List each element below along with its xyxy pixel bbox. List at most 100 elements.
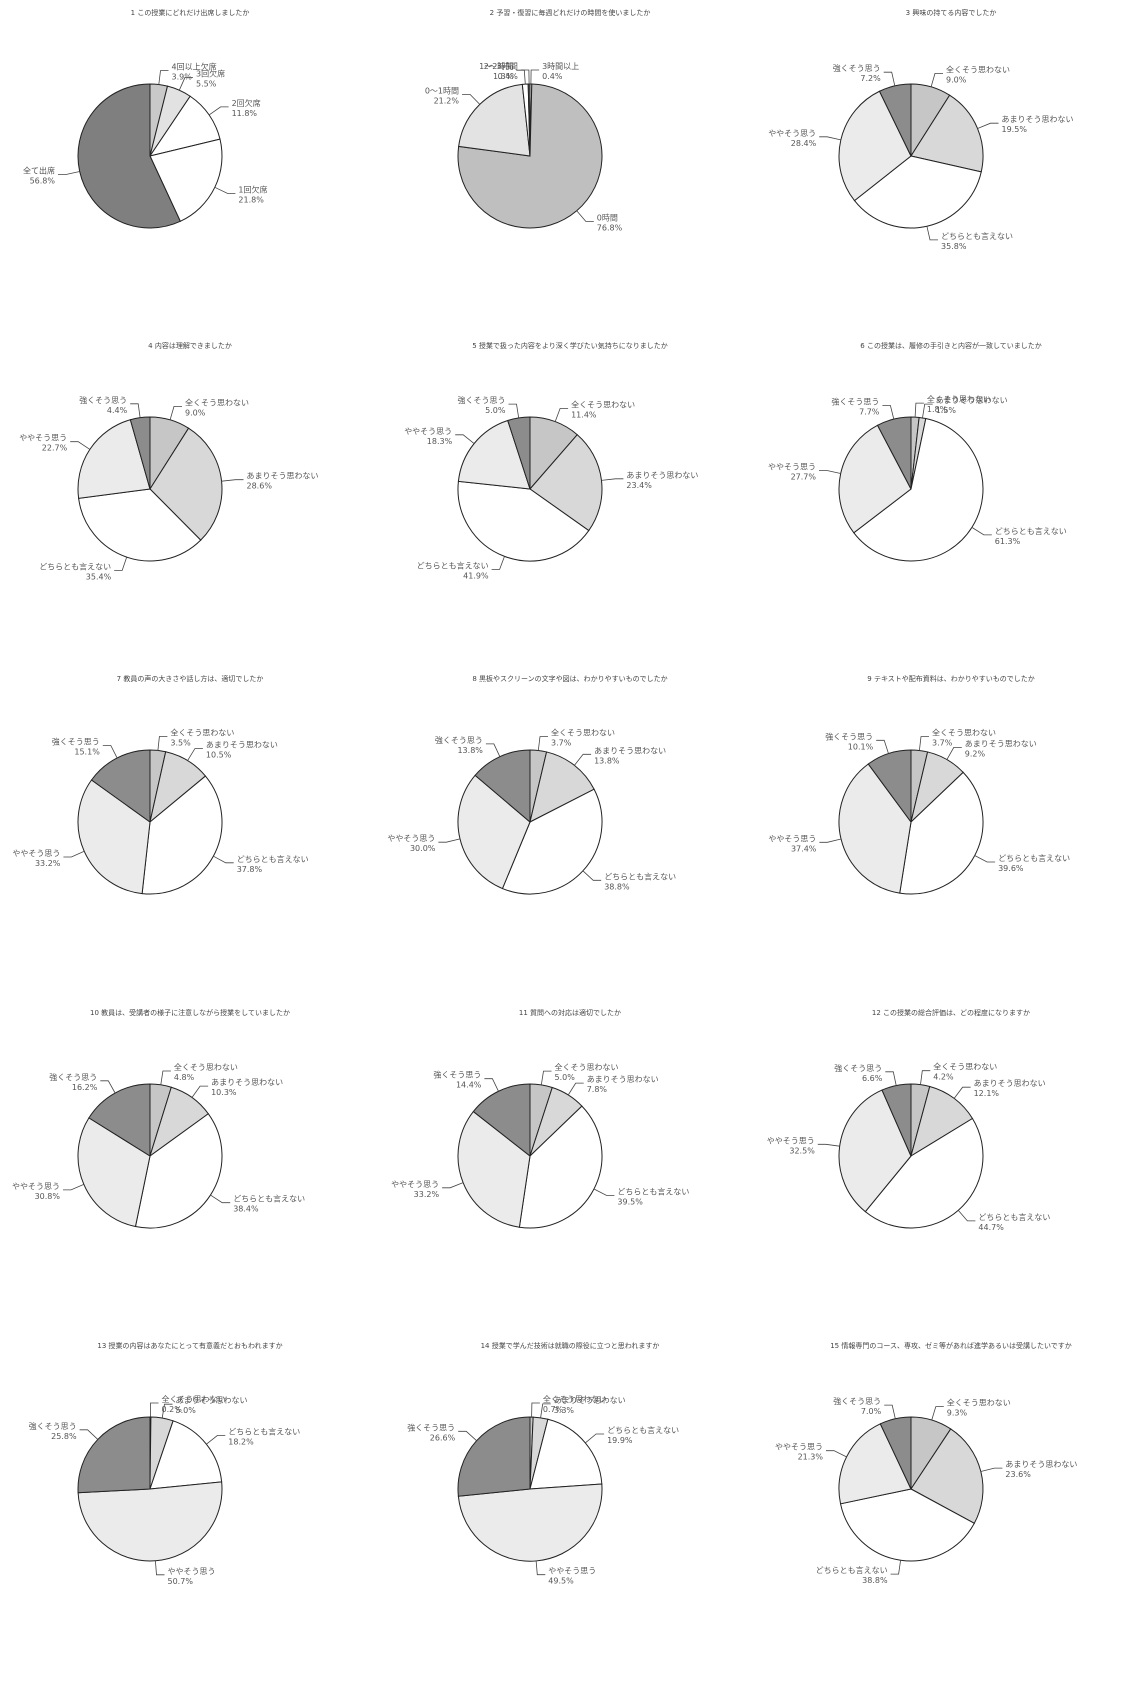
slice-percent: 3.9%	[172, 73, 193, 82]
slice-percent: 18.2%	[228, 1438, 254, 1447]
slice-label: 全くそう思わない	[174, 1062, 238, 1072]
pie-slice	[838, 90, 912, 202]
pie-chart-1: 1 この授業にどれだけ出席しましたか 4回以上欠席 3.9% 3回欠席 5.5% 2回欠席…	[0, 8, 380, 348]
leader-line	[819, 470, 841, 474]
pie-slice	[879, 1416, 912, 1490]
slice-percent: 22.7%	[42, 444, 68, 453]
slice-percent: 13.8%	[457, 746, 483, 755]
slice-label: どちらとも言えない	[39, 561, 111, 571]
leader-line	[567, 1082, 584, 1096]
slice-label: 強くそう思う	[433, 1070, 481, 1080]
slice-percent: 6.6%	[862, 1074, 883, 1083]
pie-slice	[838, 763, 912, 894]
leader-line	[484, 1078, 499, 1092]
slice-label: ややそう思う	[12, 849, 60, 858]
pie-slice	[501, 788, 603, 895]
slice-label: あまりそう思わない	[206, 741, 278, 750]
chart-title: 1 この授業にどれだけ出席しましたか	[130, 9, 250, 17]
slice-percent: 25.8%	[51, 1432, 77, 1441]
slice-label: 強くそう思う	[52, 737, 100, 747]
leader-line	[58, 171, 80, 175]
leader-line	[576, 210, 594, 222]
leader-line	[890, 1560, 901, 1575]
pie-chart-8: 8 黒板やスクリーンの文字や図は、わかりやすいものでしたか 全くそう思わない 3.7…	[380, 674, 760, 1014]
pie-slice	[876, 416, 912, 490]
leader-line	[462, 94, 481, 105]
slice-label: ややそう思う	[768, 463, 816, 472]
leader-line	[885, 1071, 897, 1086]
leader-line	[535, 1560, 546, 1576]
slice-percent: 5.0%	[176, 1406, 197, 1415]
slice-label: ややそう思う	[775, 1443, 823, 1452]
chart-title: 5 授業で扱った内容をより深く学びたい気持ちになりましたか	[472, 342, 668, 350]
chart-title: 3 興味の持てる内容でしたか	[905, 9, 997, 17]
leader-line	[530, 69, 540, 85]
slice-percent: 16.2%	[72, 1083, 98, 1092]
pie-slice	[457, 480, 590, 562]
leader-line	[79, 1429, 99, 1440]
leader-line	[980, 1467, 1003, 1472]
slice-label: 1回欠席	[238, 184, 267, 194]
leader-line	[63, 1184, 84, 1191]
leader-line	[169, 406, 182, 421]
leader-line	[208, 106, 229, 116]
slice-percent: 30.8%	[35, 1192, 61, 1201]
pie-slice	[77, 83, 181, 229]
slice-label: 全くそう思わない	[185, 397, 249, 407]
slice-percent: 28.4%	[791, 139, 817, 148]
slice-percent: 7.8%	[587, 1085, 608, 1094]
pie-slice	[457, 419, 531, 490]
slice-label: どちらとも言えない	[816, 1565, 888, 1575]
slice-percent: 19.9%	[607, 1436, 633, 1445]
slice-percent: 12.1%	[974, 1089, 1000, 1098]
leader-line	[971, 527, 992, 536]
slice-label: ややそう思う	[12, 1182, 60, 1191]
slice-label: 2〜3時間	[484, 62, 518, 71]
slice-label: 強くそう思う	[29, 1421, 77, 1431]
slice-label: どちらとも言えない	[233, 1194, 305, 1204]
pie-slice	[77, 1481, 223, 1562]
slice-percent: 32.5%	[789, 1146, 815, 1155]
leader-line	[442, 1182, 464, 1189]
slice-percent: 10.1%	[848, 742, 874, 751]
pie-slice	[78, 488, 202, 562]
slice-percent: 39.6%	[998, 864, 1024, 873]
slice-label: あまりそう思わない	[936, 396, 1008, 405]
slice-label: あまりそう思わない	[211, 1078, 283, 1087]
slice-percent: 19.5%	[1002, 125, 1028, 134]
slice-percent: 35.4%	[86, 572, 112, 581]
slice-percent: 18.3%	[427, 437, 453, 446]
pie-slice	[881, 1083, 912, 1157]
slice-percent: 21.8%	[238, 195, 264, 204]
slice-percent: 0.4%	[542, 72, 563, 81]
slice-percent: 37.4%	[791, 844, 817, 853]
slice-label: どちらとも言えない	[998, 853, 1070, 863]
slice-label: 3回欠席	[196, 68, 225, 78]
chart-title: 9 テキストや配布資料は、わかりやすいものでしたか	[867, 675, 1035, 683]
slice-label: あまりそう思わない	[965, 739, 1037, 748]
slice-label: 全くそう思わない	[932, 728, 996, 738]
slice-label: 強くそう思う	[79, 395, 127, 405]
slice-label: 強くそう思う	[407, 1422, 455, 1432]
slice-label: 3時間以上	[542, 62, 579, 71]
leader-line	[191, 1085, 209, 1098]
slice-label: あまりそう思わない	[1005, 1460, 1077, 1469]
slice-label: 全くそう思わない	[571, 400, 635, 410]
slice-label: 1〜2時間	[479, 62, 513, 71]
slice-label: どちらとも言えない	[228, 1427, 300, 1437]
slice-percent: 11.8%	[232, 109, 258, 118]
slice-label: 強くそう思う	[435, 735, 483, 745]
leader-line	[914, 402, 924, 418]
slice-percent: 5.0%	[485, 406, 506, 415]
slice-label: 強くそう思う	[834, 1063, 882, 1073]
leader-line	[884, 1404, 896, 1419]
slice-percent: 5.5%	[196, 79, 217, 88]
slice-percent: 0.4%	[498, 72, 519, 81]
pie-slice	[457, 1483, 603, 1562]
leader-line	[187, 748, 203, 761]
pie-slice	[839, 1488, 975, 1562]
slice-label: どちらとも言えない	[617, 1186, 689, 1196]
